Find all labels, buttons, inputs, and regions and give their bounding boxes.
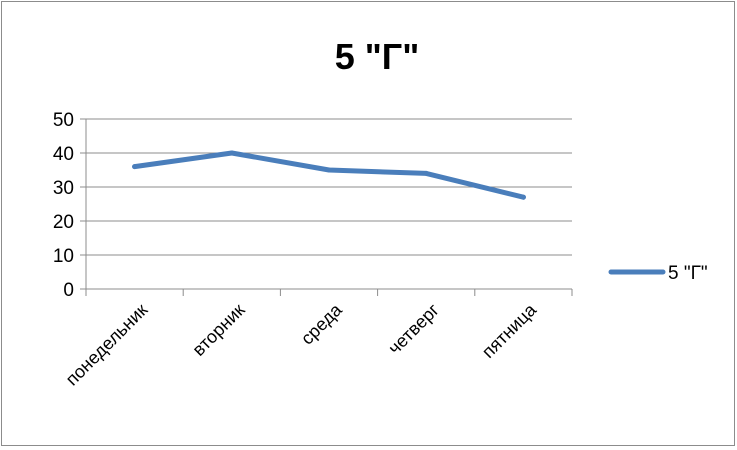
legend-label: 5 "Г" bbox=[668, 263, 708, 284]
x-tick-label: вторник bbox=[188, 300, 248, 360]
y-tick-label: 50 bbox=[53, 110, 74, 131]
data-point bbox=[229, 150, 235, 156]
x-axis-tick-labels: понедельник вторник среда четверг пятница bbox=[62, 299, 541, 389]
x-tick-label: четверг bbox=[384, 299, 443, 358]
gridlines bbox=[80, 118, 572, 290]
y-tick-label: 10 bbox=[53, 246, 74, 267]
axes bbox=[85, 119, 573, 296]
x-tick-label: среда bbox=[297, 299, 347, 349]
y-axis-tick-labels: 0 10 20 30 40 50 bbox=[53, 110, 74, 301]
y-tick-label: 0 bbox=[63, 280, 74, 301]
x-tick-label: понедельник bbox=[62, 300, 152, 390]
data-point bbox=[132, 164, 138, 170]
series-line bbox=[132, 150, 526, 200]
y-tick-label: 40 bbox=[53, 144, 74, 165]
data-point bbox=[423, 170, 429, 176]
chart-title: 5 "Г" bbox=[335, 36, 420, 77]
series-layer bbox=[132, 150, 526, 200]
y-tick-label: 20 bbox=[53, 212, 74, 233]
data-point bbox=[520, 194, 526, 200]
data-point bbox=[326, 167, 332, 173]
x-tick-label: пятница bbox=[478, 299, 541, 362]
legend: 5 "Г" bbox=[608, 263, 708, 284]
y-tick-label: 30 bbox=[53, 178, 74, 199]
